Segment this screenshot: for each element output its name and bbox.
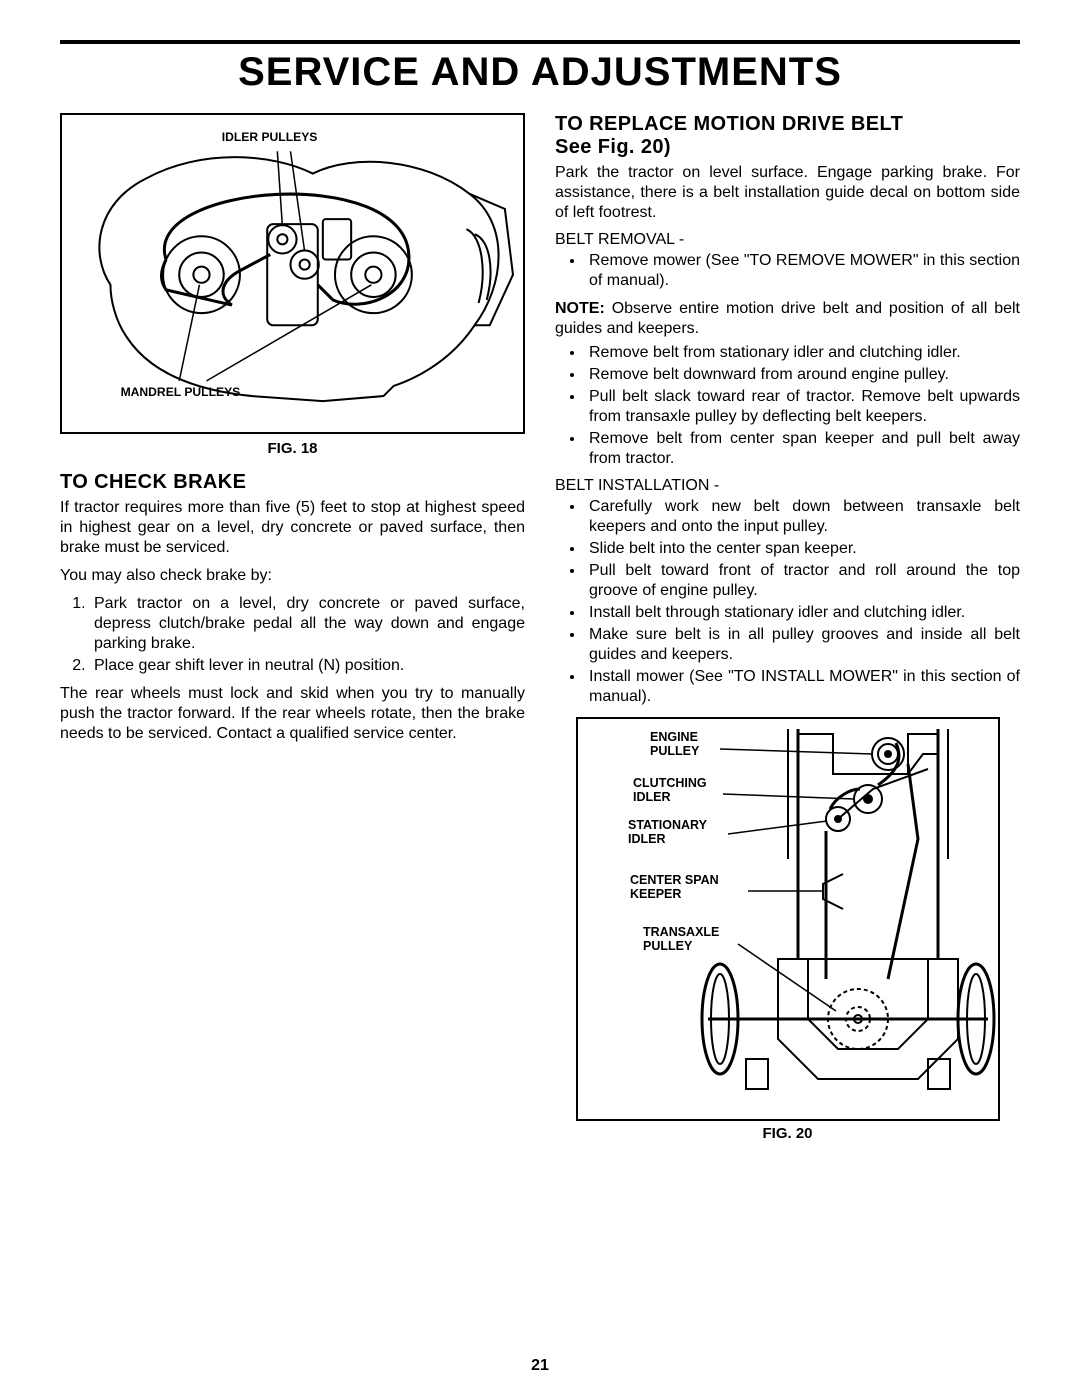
fig20-label-clutch2: IDLER: [633, 790, 671, 804]
list-item: Slide belt into the center span keeper.: [585, 539, 1020, 559]
list-item: Remove mower (See "TO REMOVE MOWER" in t…: [585, 251, 1020, 291]
replace-belt-p1: Park the tractor on level surface. Engag…: [555, 163, 1020, 223]
left-column: IDLER PULLEYS MANDREL PULLEYS FIG. 18 TO…: [60, 113, 525, 1156]
page-number: 21: [0, 1357, 1080, 1375]
fig20-label-engine2: PULLEY: [650, 744, 700, 758]
list-item: Park tractor on a level, dry concrete or…: [90, 594, 525, 654]
fig20-label-engine: ENGINE: [650, 730, 698, 744]
fig20-label-stat2: IDLER: [628, 832, 666, 846]
fig20-label-span1: CENTER SPAN: [630, 873, 719, 887]
figure-18-diagram: IDLER PULLEYS MANDREL PULLEYS: [70, 123, 515, 426]
fig18-label-idler: IDLER PULLEYS: [222, 130, 318, 144]
fig20-label-clutch1: CLUTCHING: [633, 776, 707, 790]
fig20-label-trans1: TRANSAXLE: [643, 925, 719, 939]
figure-20-diagram: ENGINE PULLEY CLUTCHING IDLER STATIONARY…: [578, 719, 998, 1119]
fig20-label-stat1: STATIONARY: [628, 818, 708, 832]
check-brake-p1: If tractor requires more than five (5) f…: [60, 498, 525, 558]
note-label: NOTE:: [555, 300, 605, 317]
manual-page: SERVICE AND ADJUSTMENTS: [0, 0, 1080, 1397]
belt-removal-label: BELT REMOVAL -: [555, 231, 1020, 249]
list-item: Remove belt from stationary idler and cl…: [585, 343, 1020, 363]
removal-list-a: Remove mower (See "TO REMOVE MOWER" in t…: [555, 251, 1020, 291]
list-item: Make sure belt is in all pulley grooves …: [585, 625, 1020, 665]
right-column: TO REPLACE MOTION DRIVE BELT See Fig. 20…: [555, 113, 1020, 1156]
list-item: Carefully work new belt down between tra…: [585, 497, 1020, 537]
page-title: SERVICE AND ADJUSTMENTS: [60, 50, 1020, 95]
list-item: Pull belt slack toward rear of tractor. …: [585, 387, 1020, 427]
replace-belt-heading: TO REPLACE MOTION DRIVE BELT See Fig. 20…: [555, 113, 1020, 159]
figure-18-caption: FIG. 18: [60, 440, 525, 457]
install-list: Carefully work new belt down between tra…: [555, 497, 1020, 707]
replace-belt-heading-l1: TO REPLACE MOTION DRIVE BELT: [555, 113, 903, 135]
figure-18-box: IDLER PULLEYS MANDREL PULLEYS: [60, 113, 525, 434]
top-rule: [60, 40, 1020, 44]
fig20-label-trans2: PULLEY: [643, 939, 693, 953]
replace-belt-heading-l2: See Fig. 20): [555, 136, 671, 158]
list-item: Place gear shift lever in neutral (N) po…: [90, 656, 525, 676]
check-brake-p2: You may also check brake by:: [60, 566, 525, 586]
belt-install-label: BELT INSTALLATION -: [555, 477, 1020, 495]
check-brake-steps: Park tractor on a level, dry concrete or…: [60, 594, 525, 676]
list-item: Install mower (See "TO INSTALL MOWER" in…: [585, 667, 1020, 707]
fig20-label-span2: KEEPER: [630, 887, 681, 901]
figure-20-caption: FIG. 20: [555, 1125, 1020, 1142]
figure-20-box: ENGINE PULLEY CLUTCHING IDLER STATIONARY…: [576, 717, 1000, 1121]
list-item: Remove belt from center span keeper and …: [585, 429, 1020, 469]
check-brake-heading: TO CHECK BRAKE: [60, 471, 525, 494]
list-item: Remove belt downward from around engine …: [585, 365, 1020, 385]
belt-note: NOTE: Observe entire motion drive belt a…: [555, 299, 1020, 339]
note-text: Observe entire motion drive belt and pos…: [555, 300, 1020, 337]
list-item: Install belt through stationary idler an…: [585, 603, 1020, 623]
list-item: Pull belt toward front of tractor and ro…: [585, 561, 1020, 601]
check-brake-p3: The rear wheels must lock and skid when …: [60, 684, 525, 744]
fig18-label-mandrel: MANDREL PULLEYS: [121, 385, 241, 399]
removal-list-b: Remove belt from stationary idler and cl…: [555, 343, 1020, 469]
